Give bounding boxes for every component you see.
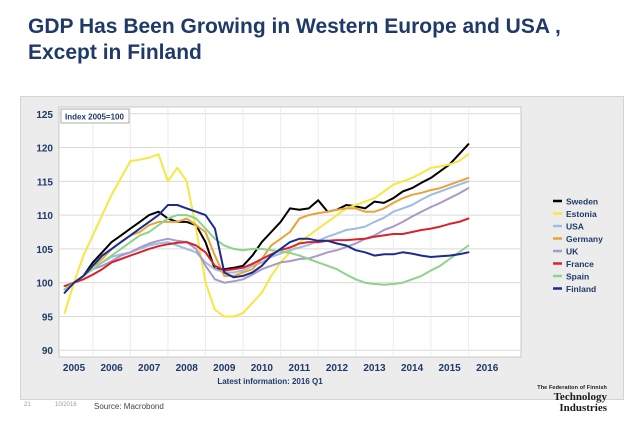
slide-title-line2: Except in Finland — [28, 41, 202, 64]
source-note: Source: Macrobond — [94, 402, 164, 411]
legend-label-germany: Germany — [566, 234, 603, 244]
x-tick-label: 2007 — [138, 363, 161, 374]
index-note-box — [60, 108, 130, 124]
series-line-spain — [63, 214, 470, 291]
x-tick-label: 2005 — [63, 363, 86, 374]
chart-legend: Sweden Estonia USA Germany UK France Spain Finl… — [553, 197, 603, 294]
legend-label-usa: USA — [566, 222, 584, 232]
x-tick-label: 2011 — [289, 363, 311, 374]
x-tick-label: 2010 — [251, 363, 274, 374]
x-tick-label: 2009 — [213, 363, 236, 374]
legend-label-france: France — [566, 259, 594, 269]
legend-label-sweden: Sweden — [566, 197, 598, 207]
y-tick-label: 90 — [42, 346, 54, 357]
legend-label-spain: Spain — [566, 272, 589, 282]
x-axis-label: Latest information: 2016 Q1 — [217, 377, 323, 386]
x-tick-label: 2012 — [326, 363, 349, 374]
y-tick-label: 115 — [37, 177, 54, 188]
slide-title-line1: GDP Has Been Growing in Western Europe a… — [28, 15, 561, 38]
series-line-estonia — [63, 153, 470, 318]
slide-number: 21 — [24, 402, 31, 408]
x-tick-label: 2006 — [100, 363, 123, 374]
legend-label-estonia: Estonia — [566, 209, 597, 219]
gdp-line-chart: 90 95 100 105 110 115 120 125 2005 2006 2007 2008 20… — [36, 106, 603, 386]
series-line-sweden — [63, 143, 470, 291]
legend-label-uk: UK — [566, 247, 579, 257]
chart-axes: 90 95 100 105 110 115 120 125 2005 2006 2007 2008 20… — [36, 110, 498, 374]
chart-series — [63, 143, 470, 318]
x-tick-label: 2008 — [176, 363, 199, 374]
x-tick-label: 2013 — [363, 363, 386, 374]
index-note: Index 2005=100 — [65, 113, 124, 122]
y-tick-label: 125 — [36, 110, 53, 121]
slide-date: 10/2016 — [55, 402, 77, 408]
slide-title: GDP Has Been Growing in Western Europe a… — [28, 14, 628, 66]
technology-industries-logo: The Federation of Finnish Technology Ind… — [495, 385, 607, 414]
index-note-border — [60, 108, 130, 124]
series-line-france — [63, 217, 470, 288]
series-line-finland — [63, 204, 470, 294]
legend-label-finland: Finland — [566, 284, 596, 294]
logo-word-industries: Industries — [559, 402, 607, 414]
y-tick-label: 100 — [36, 279, 53, 290]
logo-word-technology: Technology — [553, 391, 607, 403]
y-tick-label: 120 — [36, 144, 53, 155]
x-tick-label: 2016 — [476, 363, 499, 374]
logo-tagline: The Federation of Finnish — [537, 385, 607, 391]
chart-frame: 90 95 100 105 110 115 120 125 2005 2006 2007 2008 20… — [20, 96, 624, 400]
y-tick-label: 110 — [37, 211, 54, 222]
y-tick-label: 95 — [42, 312, 54, 323]
y-tick-label: 105 — [36, 245, 53, 256]
series-line-uk — [63, 187, 470, 291]
x-tick-label: 2014 — [401, 363, 424, 374]
x-tick-label: 2015 — [439, 363, 462, 374]
